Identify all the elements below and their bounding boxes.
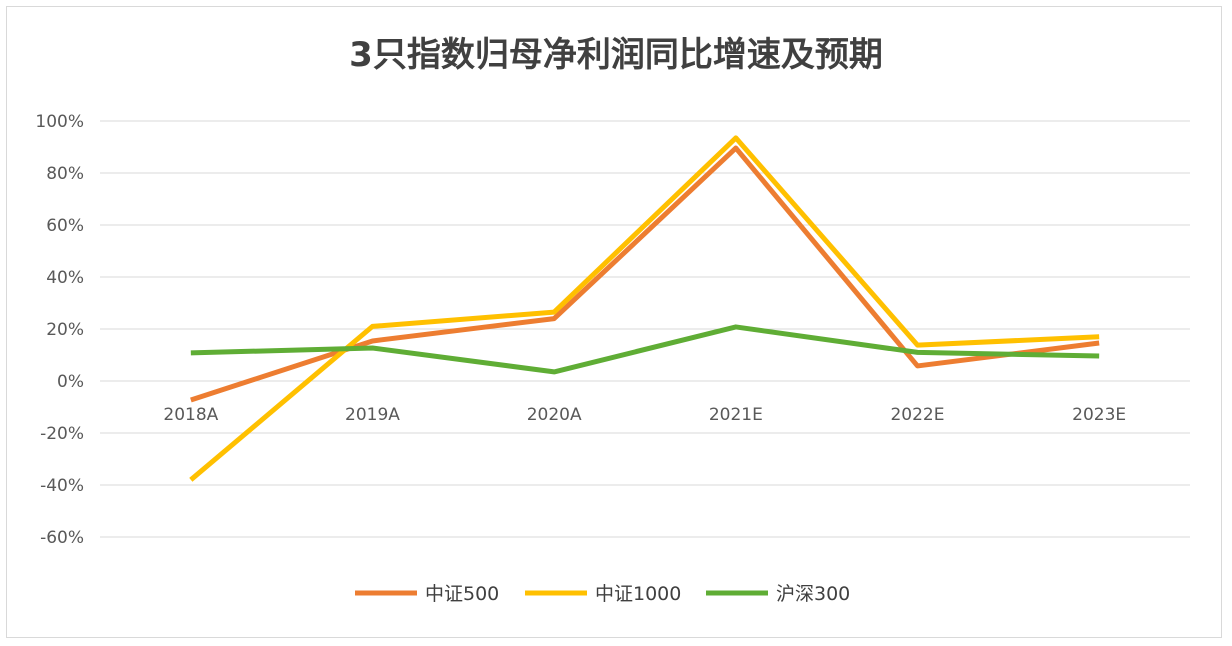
y-tick-label: 80% [46, 164, 84, 184]
x-tick-label: 2018A [163, 405, 218, 425]
series-line [190, 324, 1100, 375]
series-line [189, 135, 1100, 482]
x-tick-label: 2023E [1072, 405, 1126, 425]
y-tick-label: -20% [40, 424, 84, 444]
y-tick-label: -40% [40, 476, 84, 496]
x-tick-label: 2022E [890, 405, 944, 425]
y-tick-label: 40% [46, 268, 84, 288]
legend-label: 中证1000 [595, 583, 681, 605]
x-tick-label: 2021E [709, 405, 763, 425]
legend-label: 中证500 [425, 583, 499, 605]
chart-title: 3只指数归母净利润同比增速及预期 [349, 35, 883, 75]
y-tick-label: 60% [46, 216, 84, 236]
legend-label: 沪深300 [776, 583, 850, 605]
y-tick-label: -60% [40, 528, 84, 548]
y-tick-label: 20% [46, 320, 84, 340]
y-tick-label: 0% [57, 372, 84, 392]
chart-frame [6, 6, 1222, 638]
x-tick-label: 2019A [345, 405, 400, 425]
x-tick-label: 2020A [527, 405, 582, 425]
y-tick-label: 100% [35, 112, 84, 132]
